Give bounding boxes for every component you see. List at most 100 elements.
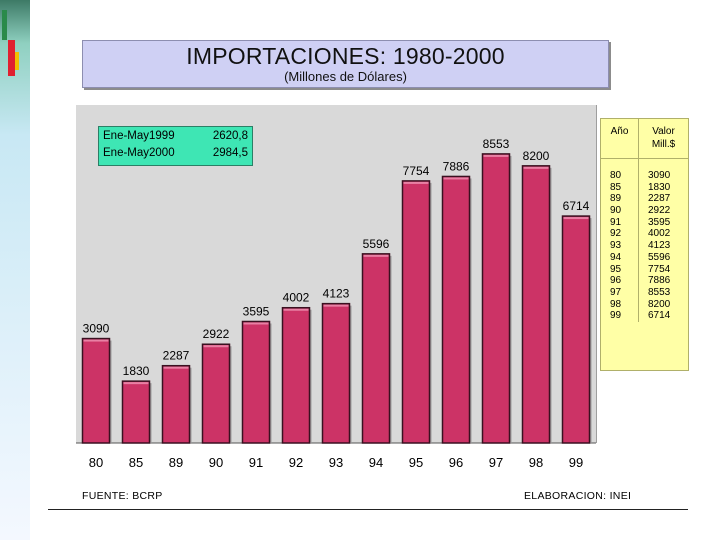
table-value-cell: 2922 [648, 205, 671, 217]
table-value-cell: 1830 [648, 181, 671, 193]
info-box: Ene-May1999 2620,8 Ene-May2000 2984,5 [98, 126, 253, 166]
table-year-cell: 96 [610, 275, 622, 287]
bar-group [401, 180, 432, 444]
bar-group [521, 165, 552, 444]
bar-group [201, 343, 232, 444]
bar-highlight [123, 382, 149, 385]
bar-highlight [83, 339, 109, 342]
footer-source: FUENTE: BCRP [82, 490, 163, 502]
table-value-cell: 8553 [648, 286, 671, 298]
bar [281, 306, 311, 444]
bar [161, 364, 191, 444]
bottom-rule [48, 509, 688, 510]
bar-highlight [163, 366, 189, 369]
table-value-cell: 5596 [648, 251, 671, 263]
x-tick-label: 95 [409, 455, 423, 470]
table-header-year: Año [601, 119, 639, 158]
info-value: 2620,8 [212, 130, 248, 142]
table-year-cell: 94 [610, 251, 622, 263]
bar-value-label: 4002 [283, 291, 310, 305]
bar-highlight [283, 308, 309, 311]
table-body: 80 85 89 90 91 92 93 94 95 96 97 98 99 3090 1830 2287 2… [601, 159, 688, 322]
bar-value-label: 8553 [483, 137, 510, 151]
bar [321, 302, 351, 444]
bar-group [561, 215, 592, 444]
footer-elaboration: ELABORACION: INEI [524, 490, 632, 502]
x-tick-label: 85 [129, 455, 143, 470]
bar-group [441, 175, 472, 444]
bar [561, 215, 591, 444]
bar-value-label: 3090 [83, 322, 110, 336]
table-value-cell: 3595 [648, 216, 671, 228]
bar [201, 343, 231, 444]
bar-group [161, 364, 192, 444]
table-year-cell: 80 [610, 170, 622, 181]
bar-group [481, 153, 512, 444]
bar-group [241, 320, 272, 444]
chart-subtitle: (Millones de Dólares) [284, 69, 407, 84]
table-year-cell: 92 [610, 228, 622, 240]
bar-highlight [243, 322, 269, 325]
table-value-column: 3090 1830 2287 2922 3595 4002 4123 5596 7754 7886… [639, 159, 688, 322]
table-value-cell: 2287 [648, 193, 671, 205]
table-header-value: Valor Mill.$ [639, 119, 688, 158]
bar-highlight [483, 154, 509, 157]
table-year-cell: 99 [610, 310, 622, 322]
table-year-cell: 97 [610, 286, 622, 298]
bar [361, 253, 391, 444]
bar-highlight [563, 217, 589, 220]
title-box: IMPORTACIONES: 1980-2000 (Millones de Dó… [82, 40, 609, 88]
x-tick-label: 93 [329, 455, 343, 470]
bar-group [361, 253, 392, 444]
table-year-cell: 93 [610, 240, 622, 252]
bar-highlight [443, 177, 469, 180]
bar-group [321, 302, 352, 444]
x-tick-label: 98 [529, 455, 543, 470]
table-year-cell: 98 [610, 298, 622, 310]
bar-group [281, 306, 312, 444]
bar-highlight [203, 345, 229, 348]
info-row: Ene-May1999 2620,8 [103, 128, 248, 145]
bar [81, 337, 111, 444]
bar-highlight [523, 166, 549, 169]
bar-value-label: 1830 [123, 364, 150, 378]
x-tick-label: 94 [369, 455, 383, 470]
data-table: Año Valor Mill.$ 80 85 89 90 91 92 93 94 95 96 97 9… [600, 118, 689, 371]
table-value-cell: 4123 [648, 240, 671, 252]
bar [481, 153, 511, 444]
x-tick-label: 91 [249, 455, 263, 470]
bar-highlight [403, 181, 429, 184]
chart-title: IMPORTACIONES: 1980-2000 [186, 43, 505, 69]
bar [401, 180, 431, 444]
info-label: Ene-May1999 [103, 130, 175, 142]
bar-value-label: 6714 [563, 199, 590, 213]
bar-value-label: 2922 [203, 327, 230, 341]
bar-group [81, 337, 112, 444]
bar-value-label: 8200 [523, 149, 550, 163]
table-header-value-line2: Mill.$ [651, 139, 676, 150]
bar-highlight [363, 254, 389, 257]
bar-value-label: 7886 [443, 159, 470, 173]
bar [441, 175, 471, 444]
x-tick-label: 97 [489, 455, 503, 470]
table-value-cell: 7886 [648, 275, 671, 287]
bar [241, 320, 271, 444]
info-value: 2984,5 [212, 147, 248, 159]
table-value-cell: 7754 [648, 263, 671, 275]
table-year-cell: 85 [610, 181, 622, 193]
table-value-cell: 4002 [648, 228, 671, 240]
x-tick-label: 90 [209, 455, 223, 470]
table-year-cell: 89 [610, 193, 622, 205]
info-row: Ene-May2000 2984,5 [103, 145, 248, 162]
table-year-cell: 90 [610, 205, 622, 217]
table-header-value-line1: Valor [652, 126, 675, 137]
table-year-cell: 91 [610, 216, 622, 228]
x-tick-label: 99 [569, 455, 583, 470]
table-year-cell: 95 [610, 263, 622, 275]
table-value-cell: 3090 [648, 170, 671, 181]
bar-value-label: 2287 [163, 349, 190, 363]
table-value-cell: 6714 [648, 310, 671, 322]
bar-value-label: 7754 [403, 164, 430, 178]
bar-highlight [323, 304, 349, 307]
bar-group [121, 380, 152, 444]
